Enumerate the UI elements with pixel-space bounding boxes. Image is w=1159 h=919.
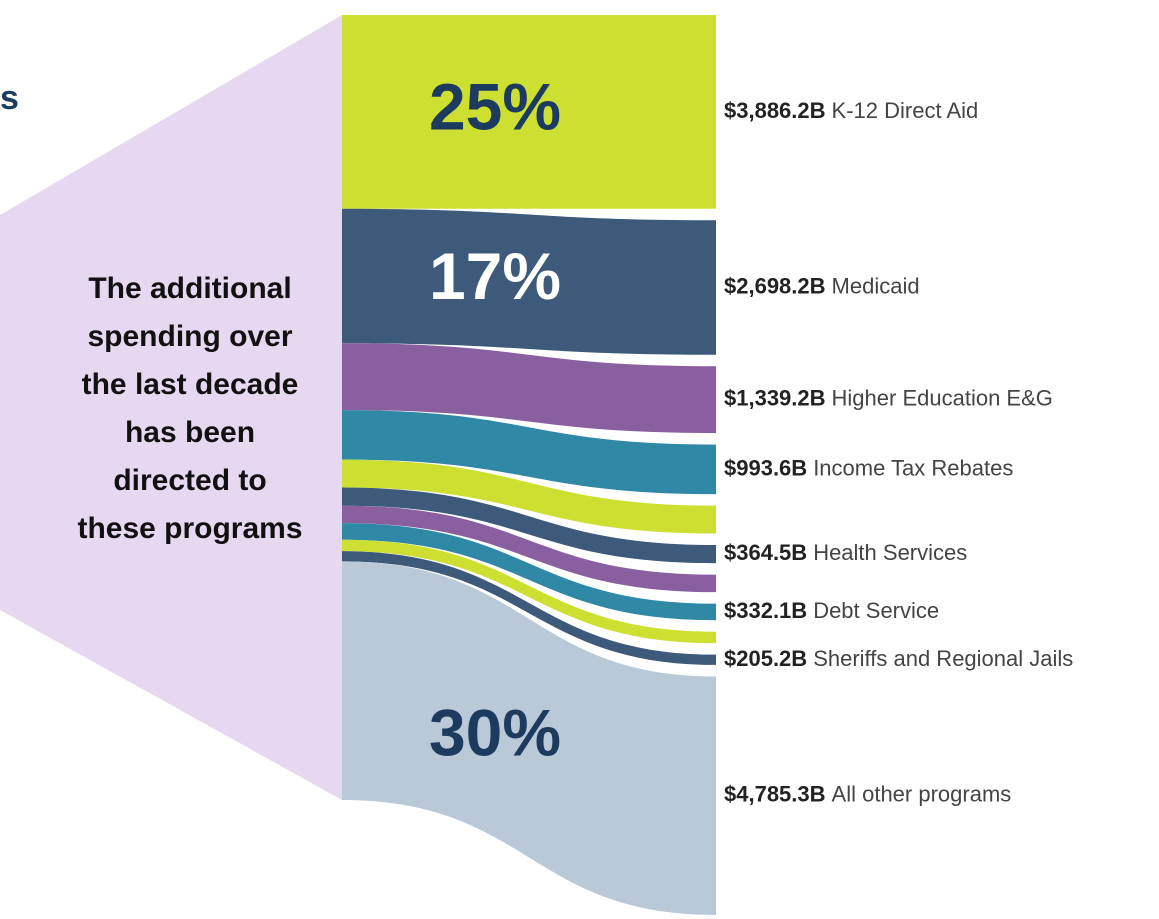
side-line: has been bbox=[125, 416, 255, 449]
item-name: Income Tax Rebates bbox=[813, 455, 1013, 480]
item-label: $364.5B Health Services bbox=[724, 540, 967, 565]
item-label: $1,339.2B Higher Education E&G bbox=[724, 385, 1053, 410]
flow bbox=[342, 343, 716, 434]
item-value: $332.1B bbox=[724, 598, 807, 623]
item-label: $2,698.2B Medicaid bbox=[724, 273, 920, 298]
item-value: $364.5B bbox=[724, 540, 807, 565]
flow bbox=[342, 539, 716, 644]
item-label: $3,886.2B K-12 Direct Aid bbox=[724, 98, 978, 123]
heading-fragment: s bbox=[0, 79, 19, 117]
side-line: the last decade bbox=[82, 368, 299, 401]
side-line: spending over bbox=[87, 320, 292, 353]
item-value: $993.6B bbox=[724, 455, 807, 480]
flows bbox=[342, 15, 716, 915]
share-label: 30% bbox=[429, 696, 561, 770]
side-text: The additional spending over the last deca… bbox=[77, 272, 302, 545]
item-name: Debt Service bbox=[813, 598, 939, 623]
share-label: 17% bbox=[429, 239, 561, 313]
item-label: $205.2B Sheriffs and Regional Jails bbox=[724, 646, 1073, 671]
item-name: Medicaid bbox=[832, 273, 920, 298]
flow bbox=[342, 551, 716, 665]
item-label: $993.6B Income Tax Rebates bbox=[724, 455, 1013, 480]
item-name: All other programs bbox=[832, 782, 1012, 807]
item-name: Higher Education E&G bbox=[832, 385, 1053, 410]
item-label: $332.1B Debt Service bbox=[724, 598, 939, 623]
item-value: $2,698.2B bbox=[724, 273, 826, 298]
flow bbox=[342, 523, 716, 621]
item-value: $3,886.2B bbox=[724, 98, 826, 123]
side-line: The additional bbox=[88, 272, 291, 305]
flow bbox=[342, 459, 716, 534]
flow bbox=[342, 410, 716, 495]
labels: $3,886.2B K-12 Direct Aid 25% $2,698.2B Medi… bbox=[429, 69, 1073, 806]
side-line: these programs bbox=[77, 512, 302, 545]
item-value: $4,785.3B bbox=[724, 782, 826, 807]
item-name: Sheriffs and Regional Jails bbox=[813, 646, 1073, 671]
item-label: $4,785.3B All other programs bbox=[724, 782, 1011, 807]
flow bbox=[342, 487, 716, 564]
flow bbox=[342, 561, 716, 915]
share-label: 25% bbox=[429, 69, 561, 143]
item-value: $1,339.2B bbox=[724, 385, 826, 410]
item-name: Health Services bbox=[813, 540, 967, 565]
flow bbox=[342, 15, 716, 209]
item-name: K-12 Direct Aid bbox=[832, 98, 979, 123]
flow bbox=[342, 208, 716, 355]
item-value: $205.2B bbox=[724, 646, 807, 671]
callout-wedge bbox=[0, 15, 342, 800]
side-line: directed to bbox=[113, 464, 266, 497]
flow bbox=[342, 505, 716, 593]
